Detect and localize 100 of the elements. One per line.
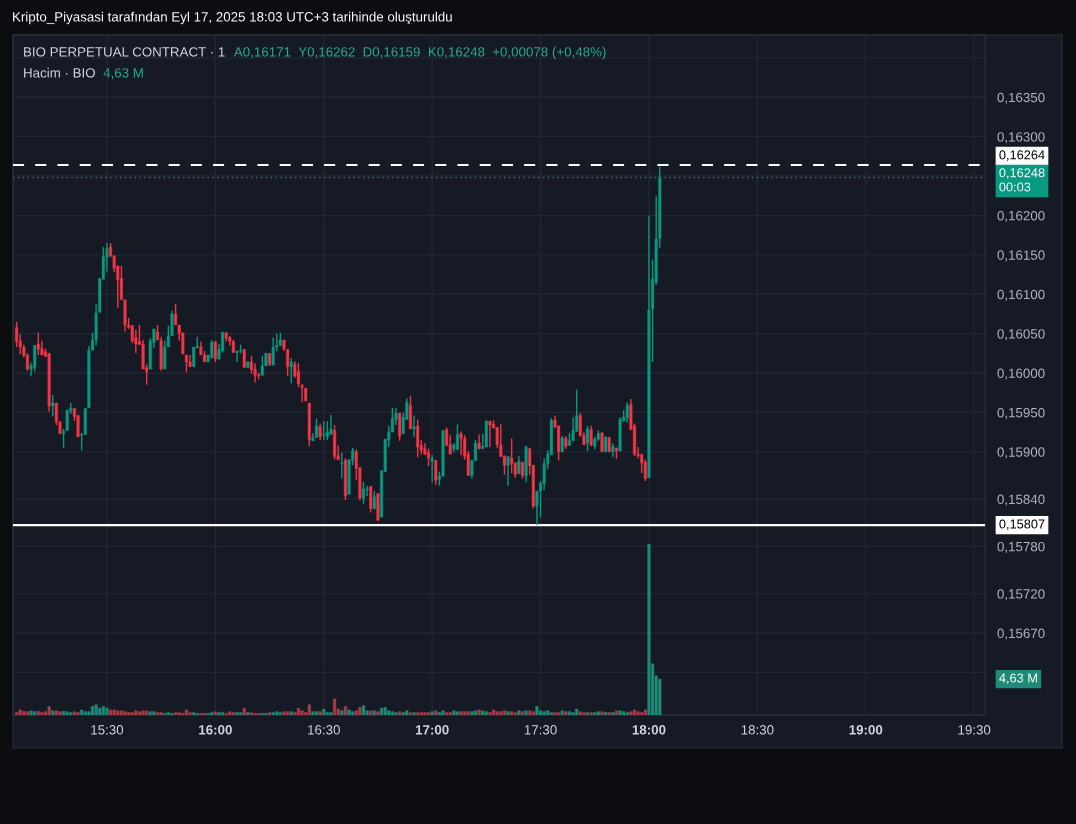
candlestick: [134, 328, 138, 355]
candlestick: [213, 340, 217, 363]
candlestick: [520, 461, 524, 480]
ref-line-label: 0,16248 00:03: [999, 168, 1045, 192]
bar: [130, 712, 134, 715]
bar: [636, 711, 640, 715]
bar: [445, 712, 449, 715]
bar: [618, 710, 622, 715]
bar: [640, 712, 644, 715]
bar: [567, 711, 572, 715]
bar: [311, 711, 315, 715]
x-tick-label: 18:30: [741, 725, 774, 735]
bar: [517, 710, 521, 715]
bar: [390, 711, 394, 715]
candlestick: [571, 416, 575, 442]
text: BIO PERPETUAL CONTRACT · 1: [24, 47, 225, 57]
candlestick: [36, 332, 40, 356]
bar: [141, 710, 145, 715]
bar: [524, 710, 528, 715]
bar: [502, 710, 506, 715]
bar: [506, 711, 510, 715]
bar: [430, 711, 434, 715]
bar: [394, 712, 398, 715]
bar: [235, 712, 239, 715]
bar: [105, 707, 109, 715]
candlestick: [192, 346, 196, 368]
bar: [40, 712, 44, 715]
bar: [29, 710, 33, 715]
bar: [535, 706, 539, 715]
bar: [343, 706, 347, 715]
bar: [307, 704, 311, 715]
x-tick-label: 15:30: [91, 725, 124, 735]
bar: [528, 710, 532, 715]
candlestick: [600, 431, 604, 453]
candlestick: [51, 394, 55, 418]
y-tick-label: 0,15840: [997, 494, 1045, 506]
bar: [564, 711, 568, 715]
bar: [15, 712, 19, 715]
y-tick-label: 0,16050: [997, 329, 1045, 341]
bar: [134, 710, 138, 715]
annotation: 4,63 M: [103, 68, 143, 80]
ref-line-label: 0,16264: [999, 150, 1045, 161]
bar: [622, 711, 626, 715]
bar: [473, 710, 478, 715]
candlestick: [398, 412, 402, 442]
y-tick-label: 0,16300: [997, 132, 1045, 144]
candlestick: [459, 430, 463, 456]
candlestick: [517, 455, 521, 475]
bar: [481, 710, 485, 715]
bar: [593, 712, 597, 715]
bar: [329, 712, 333, 715]
bar: [231, 712, 235, 715]
candlestick: [289, 357, 293, 384]
x-tick-label: 17:00: [415, 725, 449, 735]
bar: [76, 712, 80, 715]
bar: [94, 704, 98, 715]
candlestick: [488, 420, 492, 448]
annotation: +0,00078 (+0,48%): [492, 46, 606, 60]
bar: [188, 712, 192, 715]
candlestick: [322, 420, 326, 441]
bar: [441, 710, 445, 715]
chart-title: Kripto_Piyasasi tarafından Eyl 17, 2025 18:03 UTC+3 tarihinde oluşturuldu: [13, 11, 452, 25]
bar: [127, 712, 131, 715]
candlestick: [434, 459, 438, 486]
bar: [423, 712, 427, 715]
bar: [600, 711, 604, 715]
y-tick-label: 0,16200: [997, 210, 1045, 222]
bar: [520, 711, 525, 715]
bar: [62, 711, 66, 715]
candlestick: [369, 485, 373, 514]
bar: [538, 710, 543, 715]
bar: [123, 711, 127, 715]
bar: [333, 698, 337, 715]
bar: [242, 707, 246, 715]
x-tick-label: 19:00: [849, 725, 883, 735]
bar: [217, 712, 221, 715]
x-tick-label: 16:00: [199, 725, 232, 735]
bar: [58, 711, 62, 715]
bar: [632, 709, 637, 715]
bar: [119, 710, 123, 715]
bar: [408, 712, 413, 715]
bar: [275, 711, 279, 715]
y-tick-label: 0,15950: [997, 407, 1045, 419]
bar: [109, 709, 113, 715]
candlestick: [365, 485, 369, 497]
bar: [137, 711, 142, 715]
candlestick: [329, 414, 333, 436]
bar: [647, 544, 651, 715]
annotation: Y0,16262: [298, 47, 355, 59]
bar: [90, 706, 95, 715]
candlestick: [260, 355, 264, 377]
bar: [239, 712, 243, 715]
y-tick-label: 0,16100: [997, 289, 1045, 301]
bar: [300, 710, 304, 715]
x-tick-label: 19:30: [958, 725, 991, 735]
bar: [549, 712, 553, 715]
bar: [101, 706, 105, 715]
bar: [347, 709, 351, 715]
y-tick-label: 0,15720: [997, 589, 1045, 601]
bar: [314, 711, 319, 715]
